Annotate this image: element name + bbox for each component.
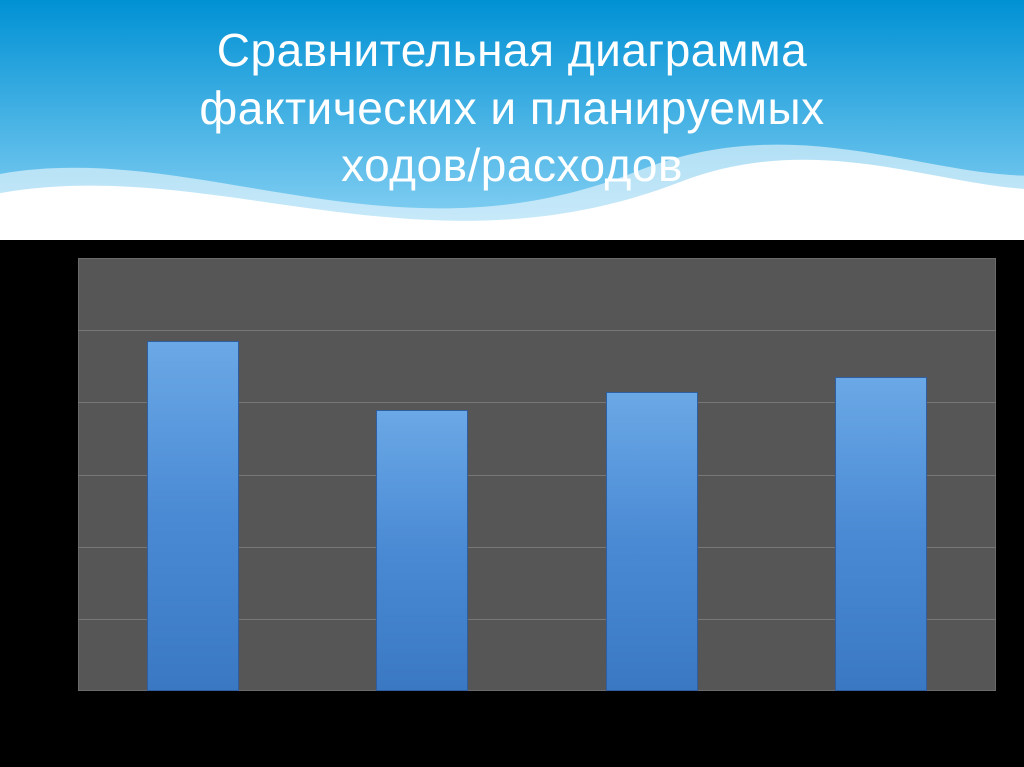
slide-header: Сравнительная диаграмма фактических и пл… [0,0,1024,240]
bar [147,341,239,691]
chart-inner: 0 20 000 40 000 60 000 80 000 100 000 120 000 Ф… [14,250,1002,751]
title-line-1: Сравнительная диаграмма [217,24,807,76]
bar [376,410,468,691]
x-label-line: План расходов [767,701,997,721]
x-label-line: План доходов [308,701,538,721]
x-axis-label: Фактическиерасходы [537,691,767,741]
x-label-line: Фактические [537,701,767,721]
x-axis-label: Фактическиедоходы [78,691,308,741]
x-label-line: доходы [78,721,308,741]
y-axis-label: 60 000 [14,466,70,483]
bar [606,392,698,691]
x-label-line: Фактические [78,701,308,721]
title-line-3: ходов/расходов [341,139,683,191]
y-axis-label: 40 000 [14,538,70,555]
gridline [78,330,996,331]
y-axis-label: 0 [14,683,70,700]
plot-region: 020 00040 00060 00080 000100 000120 000Ф… [78,258,996,691]
y-axis-label: 100 000 [14,322,70,339]
y-axis-label: 20 000 [14,610,70,627]
bar [835,377,927,691]
slide-title: Сравнительная диаграмма фактических и пл… [0,22,1024,195]
x-label-line: расходы [537,721,767,741]
y-axis-label: 80 000 [14,394,70,411]
x-axis-label: План доходов [308,691,538,721]
x-axis-label: План расходов [767,691,997,721]
title-line-2: фактических и планируемых [199,82,824,134]
chart-container: 0 20 000 40 000 60 000 80 000 100 000 120 000 Ф… [0,240,1024,767]
y-axis-label: 120 000 [14,250,70,267]
